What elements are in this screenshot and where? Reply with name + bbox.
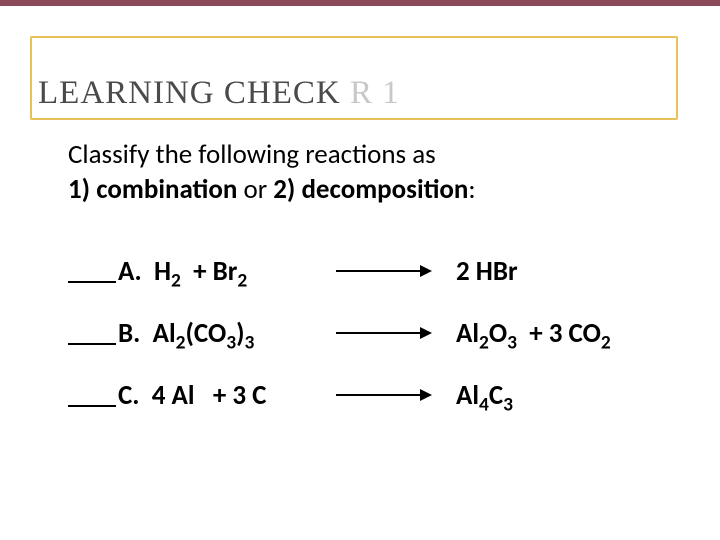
content-area: Classify the following reactions as 1) c…	[68, 138, 668, 437]
reaction-arrow-icon	[336, 331, 432, 335]
intro-opt1-num: 1)	[68, 173, 90, 206]
intro-text: Classify the following reactions as 1) c…	[68, 138, 668, 207]
reaction-arrow-icon	[336, 393, 432, 397]
product-formula: Al2O3 + 3 CO2	[456, 317, 668, 350]
arrow-cell	[336, 331, 456, 335]
answer-blank	[68, 261, 116, 283]
slide-title: LEARNING CHECK R 1	[38, 75, 400, 112]
row-label: A.	[118, 255, 142, 288]
product-formula: Al4C3	[456, 379, 668, 412]
reactant-cell: B. Al2(CO3)3	[118, 317, 336, 350]
reactant-formula: Al2(CO3)3	[153, 317, 255, 350]
reaction-arrow-icon	[336, 269, 432, 273]
product-formula: 2 HBr	[456, 255, 668, 288]
arrow-cell	[336, 393, 456, 397]
accent-bar	[0, 0, 720, 6]
answer-blank	[68, 323, 116, 345]
title-light-text: R 1	[350, 75, 400, 111]
row-label: C.	[118, 379, 140, 412]
row-label: B.	[118, 317, 140, 350]
intro-opt1-word: combination	[90, 173, 243, 206]
reactant-cell: A. H2 + Br2	[118, 255, 336, 288]
reactant-formula: 4 Al + 3 C	[152, 379, 267, 412]
title-dark-text: LEARNING CHECK	[38, 75, 350, 111]
intro-or: or	[243, 173, 273, 206]
reaction-row: C. 4 Al + 3 C Al4C3	[68, 375, 668, 415]
reactant-cell: C. 4 Al + 3 C	[118, 379, 336, 412]
arrow-cell	[336, 269, 456, 273]
intro-opt2-word: decomposition	[295, 173, 468, 206]
reaction-row: B. Al2(CO3)3 Al2O3 + 3 CO2	[68, 313, 668, 353]
intro-line1: Classify the following reactions as	[68, 138, 436, 171]
title-box: LEARNING CHECK R 1	[30, 36, 678, 120]
answer-blank	[68, 385, 116, 407]
intro-colon: :	[468, 173, 475, 206]
reactant-formula: H2 + Br2	[154, 255, 247, 288]
intro-opt2-num: 2)	[273, 173, 295, 206]
reaction-row: A. H2 + Br2 2 HBr	[68, 251, 668, 291]
